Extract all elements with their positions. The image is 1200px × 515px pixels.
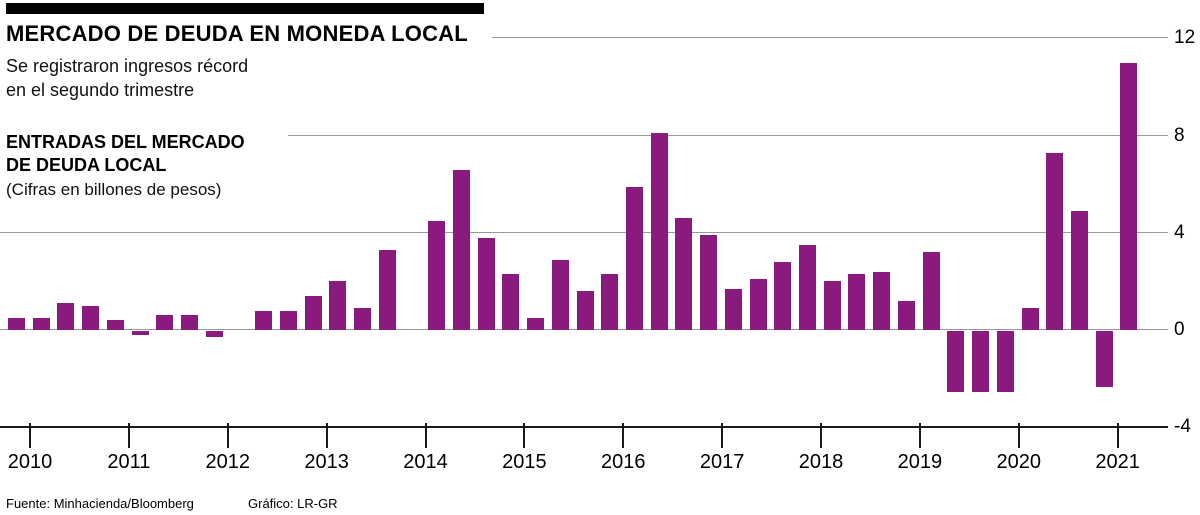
bar-2018-q2 (823, 281, 841, 330)
bar-2012-q3 (255, 310, 273, 330)
bar-2017-q3 (749, 278, 767, 330)
bar-2016-q2 (626, 186, 643, 330)
credit-note: Gráfico: LR-GR (248, 496, 338, 511)
bar-2019-q3 (947, 331, 965, 392)
chart-subtitle-line2: en el segundo trimestre (6, 80, 195, 100)
y-axis-label-4: 4 (1174, 221, 1185, 243)
x-tick-2018 (820, 423, 823, 449)
x-tick-2020 (1017, 423, 1020, 449)
x-axis-label-2017: 2017 (699, 451, 745, 474)
bar-2019-q1 (897, 300, 915, 330)
x-tick-2015 (523, 423, 526, 449)
bar-2015-q3 (551, 259, 569, 330)
x-tick-2019 (918, 423, 921, 449)
bar-2018-q3 (848, 274, 866, 330)
bar-2017-q4 (774, 261, 792, 330)
bar-2014-q4 (477, 237, 495, 330)
bar-2020-q1 (996, 331, 1014, 392)
bar-2014-q2 (428, 220, 446, 330)
gridline-8 (288, 134, 1168, 136)
x-axis-label-2016: 2016 (601, 451, 646, 474)
bar-2011-q3 (156, 315, 174, 330)
bar-2020-q2 (1021, 308, 1039, 330)
bar-2011-q1 (106, 320, 124, 330)
bar-2018-q4 (873, 271, 891, 330)
x-tick-2016 (622, 423, 625, 449)
bar-2015-q4 (576, 291, 594, 330)
bar-2016-q4 (675, 218, 693, 330)
gridline-12 (492, 37, 1168, 39)
series-title: ENTRADAS DEL MERCADO DE DEUDA LOCAL (6, 131, 245, 177)
x-axis-label-2012: 2012 (205, 451, 251, 474)
x-axis-label-2020: 2020 (996, 451, 1042, 474)
x-axis-label-2010: 2010 (7, 451, 53, 474)
x-axis-label-2011: 2011 (107, 451, 151, 474)
x-axis-label-2013: 2013 (304, 451, 349, 474)
bar-2015-q1 (502, 274, 520, 330)
x-tick-2012 (226, 423, 229, 449)
bar-2012-q1 (205, 331, 223, 338)
bar-2017-q1 (700, 235, 718, 330)
x-tick-2017 (721, 423, 724, 449)
bar-2019-q4 (972, 331, 990, 392)
series-title-line1: ENTRADAS DEL MERCADO (6, 132, 245, 152)
y-axis-label-12: 12 (1174, 27, 1196, 49)
x-axis-label-2021: 2021 (1095, 451, 1140, 474)
headline-rule (6, 3, 484, 14)
bar-2019-q2 (922, 252, 940, 330)
bar-2011-q4 (181, 315, 199, 330)
x-tick-2013 (325, 423, 328, 449)
bar-2013-q2 (329, 281, 347, 330)
chart-subtitle-line1: Se registraron ingresos récord (6, 56, 249, 76)
bar-2016-q3 (650, 133, 668, 330)
y-axis-label-0: 0 (1174, 319, 1185, 340)
bar-2010-q2 (32, 317, 50, 330)
bar-2017-q2 (724, 288, 742, 330)
bar-2021-q2 (1120, 62, 1138, 330)
bar-2014-q3 (452, 169, 470, 330)
bar-2020-q3 (1046, 152, 1064, 330)
x-axis-label-2014: 2014 (403, 451, 448, 474)
bar-2018-q1 (799, 244, 817, 330)
y-axis-label--4: -4 (1174, 416, 1191, 438)
y-axis-label-8: 8 (1174, 124, 1185, 146)
bar-2010-q1 (8, 317, 25, 330)
bar-2021-q1 (1095, 331, 1113, 387)
bar-2012-q4 (279, 310, 297, 330)
units-note: (Cifras en billones de pesos) (6, 180, 222, 199)
bar-2010-q4 (82, 305, 100, 330)
series-title-line2: DE DEUDA LOCAL (6, 155, 167, 175)
x-tick-2014 (424, 423, 427, 449)
x-tick-2010 (29, 423, 31, 449)
gridline-4 (0, 231, 1168, 233)
chart-subtitle: Se registraron ingresos récord en el seg… (6, 54, 248, 102)
bar-2013-q1 (304, 295, 322, 330)
bar-2020-q4 (1070, 210, 1088, 330)
bar-2011-q2 (131, 331, 149, 335)
bar-2010-q3 (57, 303, 75, 330)
x-tick-2021 (1116, 423, 1119, 449)
x-axis-label-2019: 2019 (897, 451, 943, 474)
x-axis-label-2018: 2018 (798, 451, 844, 474)
x-axis-line (0, 426, 1168, 429)
bar-2013-q3 (354, 308, 372, 330)
bar-2013-q4 (378, 249, 396, 330)
source-note: Fuente: Minhacienda/Bloomberg (6, 496, 194, 511)
page-title: MERCADO DE DEUDA EN MONEDA LOCAL (6, 21, 468, 46)
x-axis-label-2015: 2015 (502, 451, 547, 474)
x-tick-2011 (127, 423, 130, 449)
bar-2015-q2 (527, 317, 545, 330)
bar-2016-q1 (601, 274, 619, 330)
